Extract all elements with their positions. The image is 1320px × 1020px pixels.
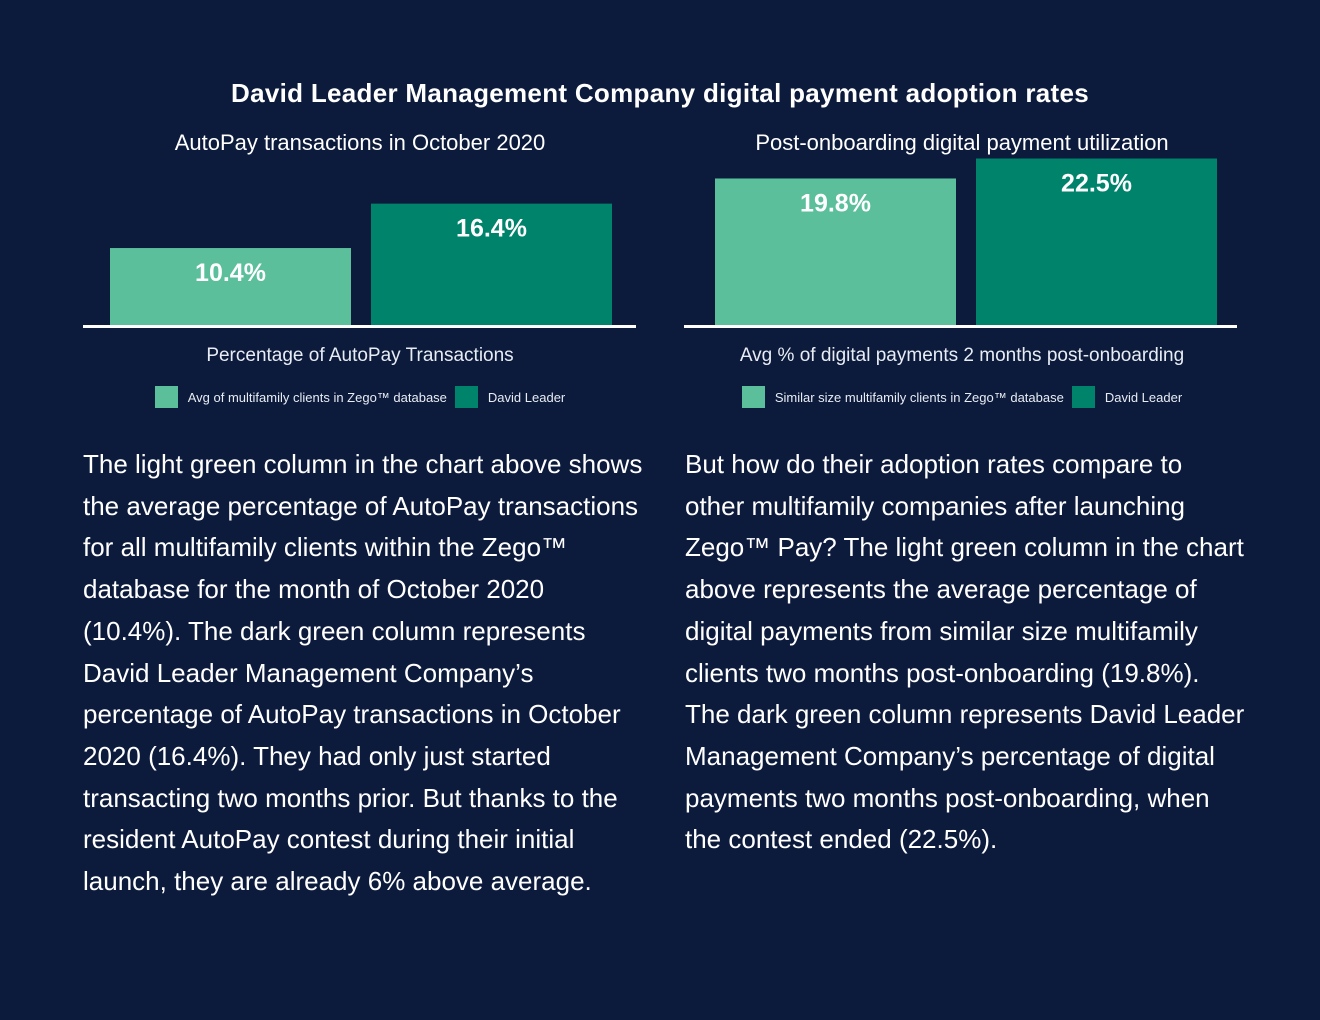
legend-item-david-leader: David Leader (454, 386, 566, 408)
chart-panel-autopay: AutoPay transactions in October 2020 10.… (80, 0, 640, 420)
bar-average (110, 248, 351, 325)
bar-chart-post-onboarding: 19.8% 22.5% (684, 158, 1237, 328)
description-left: The light green column in the chart abov… (83, 449, 643, 897)
description-right: But how do their adoption rates compare … (685, 449, 1245, 855)
bar-david-leader (976, 158, 1217, 325)
data-label: 19.8% (800, 189, 871, 217)
bar-chart-autopay: 10.4% 16.4% (83, 203, 636, 328)
chart-legend: Avg of multifamily clients in Zego™ data… (80, 386, 640, 408)
chart-panel-post-onboarding: Post-onboarding digital payment utilizat… (682, 0, 1242, 420)
page-title: David Leader Management Company digital … (231, 78, 1089, 108)
legend-swatch-dark-green (454, 386, 478, 408)
bar-average (715, 178, 956, 325)
legend-label: David Leader (1104, 389, 1183, 405)
legend-item-similar-size: Similar size multifamily clients in Zego… (741, 386, 1064, 408)
legend-label: David Leader (487, 389, 566, 405)
chart-title: Post-onboarding digital payment utilizat… (755, 130, 1169, 155)
legend-label: Similar size multifamily clients in Zego… (774, 389, 1064, 405)
legend-swatch-light-green (154, 386, 178, 408)
chart-title: AutoPay transactions in October 2020 (174, 130, 546, 155)
legend-swatch-light-green (741, 386, 765, 408)
x-axis-label: Percentage of AutoPay Transactions (206, 345, 514, 366)
data-label: 22.5% (1061, 170, 1132, 198)
data-label: 16.4% (456, 215, 527, 243)
legend-item-david-leader: David Leader (1071, 386, 1183, 408)
x-axis-label: Avg % of digital payments 2 months post-… (739, 345, 1185, 366)
legend-item-average: Avg of multifamily clients in Zego™ data… (154, 386, 447, 408)
data-label: 10.4% (195, 259, 266, 287)
legend-swatch-dark-green (1071, 386, 1095, 408)
bar-david-leader (371, 203, 612, 325)
chart-legend: Similar size multifamily clients in Zego… (682, 386, 1242, 408)
legend-label: Avg of multifamily clients in Zego™ data… (187, 389, 447, 405)
